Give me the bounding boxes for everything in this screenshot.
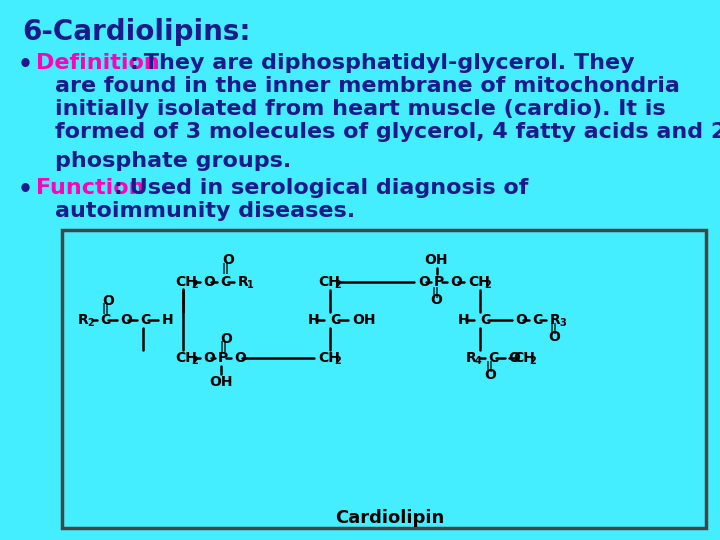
Text: 2: 2 [529, 356, 536, 366]
Text: O: O [508, 351, 520, 365]
Text: O: O [222, 253, 234, 267]
Text: O: O [430, 293, 442, 307]
Text: R: R [238, 275, 248, 289]
Text: :: : [114, 178, 123, 198]
Text: H: H [458, 313, 469, 327]
Text: CH: CH [318, 351, 340, 365]
Text: Used in serological diagnosis of: Used in serological diagnosis of [122, 178, 528, 198]
Text: C: C [330, 313, 341, 327]
Text: O: O [418, 275, 430, 289]
Text: formed of 3 molecules of glycerol, 4 fatty acids and 2: formed of 3 molecules of glycerol, 4 fat… [55, 122, 720, 142]
Text: Definition: Definition [36, 53, 160, 73]
Text: ||: || [486, 361, 494, 373]
Text: C: C [220, 275, 230, 289]
Text: ||: || [102, 303, 110, 314]
Text: O: O [120, 313, 132, 327]
Text: CH: CH [513, 351, 535, 365]
Text: autoimmunity diseases.: autoimmunity diseases. [55, 201, 355, 221]
Text: They are diphosphatidyl-glycerol. They: They are diphosphatidyl-glycerol. They [136, 53, 634, 73]
Text: CH: CH [175, 351, 197, 365]
Text: C: C [532, 313, 542, 327]
Text: :: : [129, 53, 138, 73]
Text: 2: 2 [334, 356, 341, 366]
Text: CH: CH [468, 275, 490, 289]
Text: OH: OH [352, 313, 376, 327]
Text: Cardiolipin: Cardiolipin [336, 509, 445, 527]
Text: R: R [466, 351, 477, 365]
Text: 1: 1 [247, 280, 253, 290]
Text: 2: 2 [334, 280, 341, 290]
Text: 3: 3 [559, 318, 566, 328]
Text: 2: 2 [484, 280, 491, 290]
Text: initially isolated from heart muscle (cardio). It is: initially isolated from heart muscle (ca… [55, 99, 665, 119]
Text: O: O [484, 368, 496, 382]
Text: O: O [548, 330, 560, 344]
Text: CH: CH [175, 275, 197, 289]
Text: ||: || [432, 287, 440, 298]
Text: C: C [140, 313, 150, 327]
Text: •: • [18, 178, 33, 202]
Text: ||: || [550, 323, 558, 334]
Text: O: O [450, 275, 462, 289]
Text: C: C [480, 313, 490, 327]
Text: P: P [434, 275, 444, 289]
Text: R: R [78, 313, 89, 327]
Text: O: O [102, 294, 114, 308]
Text: phosphate groups.: phosphate groups. [55, 151, 292, 171]
Text: O: O [515, 313, 527, 327]
Text: O: O [203, 351, 215, 365]
Text: C: C [100, 313, 110, 327]
Text: O: O [220, 332, 232, 346]
Text: P: P [218, 351, 228, 365]
Text: Function: Function [36, 178, 145, 198]
Text: 2: 2 [191, 356, 198, 366]
Text: R: R [550, 313, 561, 327]
Text: O: O [234, 351, 246, 365]
Text: H: H [308, 313, 320, 327]
Text: O: O [203, 275, 215, 289]
Text: 2: 2 [191, 280, 198, 290]
Text: ||: || [220, 341, 228, 353]
Text: OH: OH [210, 375, 233, 389]
Text: are found in the inner membrane of mitochondria: are found in the inner membrane of mitoc… [55, 76, 680, 96]
Text: 6-Cardiolipins:: 6-Cardiolipins: [22, 18, 251, 46]
Text: H: H [162, 313, 174, 327]
Text: C: C [488, 351, 498, 365]
Text: ||: || [222, 264, 230, 274]
Text: 2: 2 [87, 318, 94, 328]
Text: CH: CH [318, 275, 340, 289]
FancyBboxPatch shape [62, 230, 706, 528]
Text: OH: OH [424, 253, 448, 267]
Text: 4: 4 [475, 356, 482, 366]
Text: •: • [18, 53, 33, 77]
